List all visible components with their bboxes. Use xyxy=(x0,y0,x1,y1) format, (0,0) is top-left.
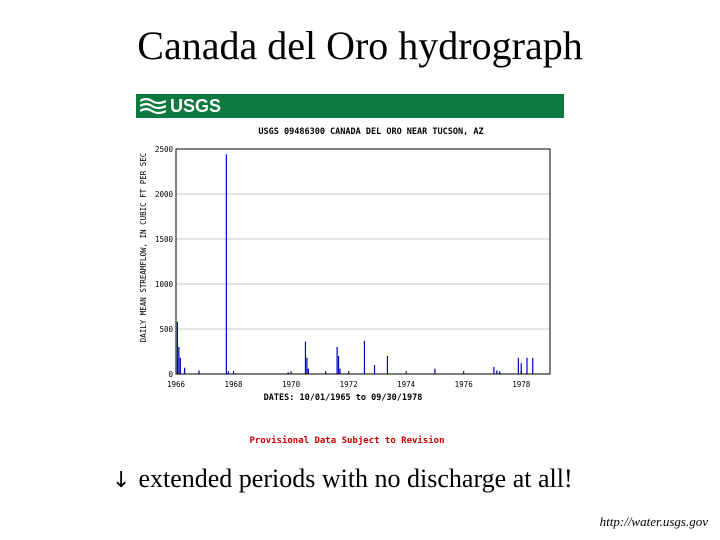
y-tick-label: 1500 xyxy=(155,235,174,244)
caption-text: extended periods with no discharge at al… xyxy=(138,464,573,493)
x-tick-label: 1968 xyxy=(225,380,244,389)
source-url: http://water.usgs.gov xyxy=(599,514,708,529)
y-tick-label: 500 xyxy=(159,325,173,334)
usgs-logo-icon xyxy=(140,98,166,114)
chart-title: USGS 09486300 CANADA DEL ORO NEAR TUCSON… xyxy=(258,127,483,137)
y-axis-label: DAILY MEAN STREAMFLOW, IN CUBIC FT PER S… xyxy=(139,153,148,343)
y-tick-label: 0 xyxy=(168,370,173,379)
grid xyxy=(176,148,550,375)
usgs-logo-text: USGS xyxy=(170,96,222,116)
hydrograph-chart: 0 500 1000 1500 2000 2500 1966 1968 1970 1972 197… xyxy=(139,127,551,446)
provisional-note: Provisional Data Subject to Revision xyxy=(249,435,444,446)
y-tick-label: 2000 xyxy=(155,190,174,199)
y-tick-label: 2500 xyxy=(155,145,174,154)
y-tick-labels: 0 500 1000 1500 2000 2500 xyxy=(155,145,174,379)
y-tick-label: 1000 xyxy=(155,280,174,289)
x-axis-label: DATES: 10/01/1965 to 09/30/1978 xyxy=(264,393,423,403)
x-tick-label: 1978 xyxy=(512,380,531,389)
bars xyxy=(176,154,534,374)
x-tick-labels: 1966 1968 1970 1972 1974 1976 1978 xyxy=(167,371,531,389)
x-tick-label: 1966 xyxy=(167,380,186,389)
usgs-header-bar: USGS xyxy=(136,94,564,118)
x-tick-label: 1976 xyxy=(455,380,474,389)
hydrograph-figure: USGS 0 500 1000 1500 2000 2500 1966 1968 1970 19… xyxy=(136,94,564,450)
x-tick-label: 1972 xyxy=(340,380,358,389)
x-tick-label: 1974 xyxy=(397,380,416,389)
plot-frame xyxy=(175,148,551,375)
caption: ↓ extended periods with no discharge at a… xyxy=(112,464,573,494)
x-tick-label: 1970 xyxy=(282,380,301,389)
down-arrow-icon: ↓ xyxy=(112,468,131,493)
slide-title: Canada del Oro hydrograph xyxy=(137,23,583,68)
